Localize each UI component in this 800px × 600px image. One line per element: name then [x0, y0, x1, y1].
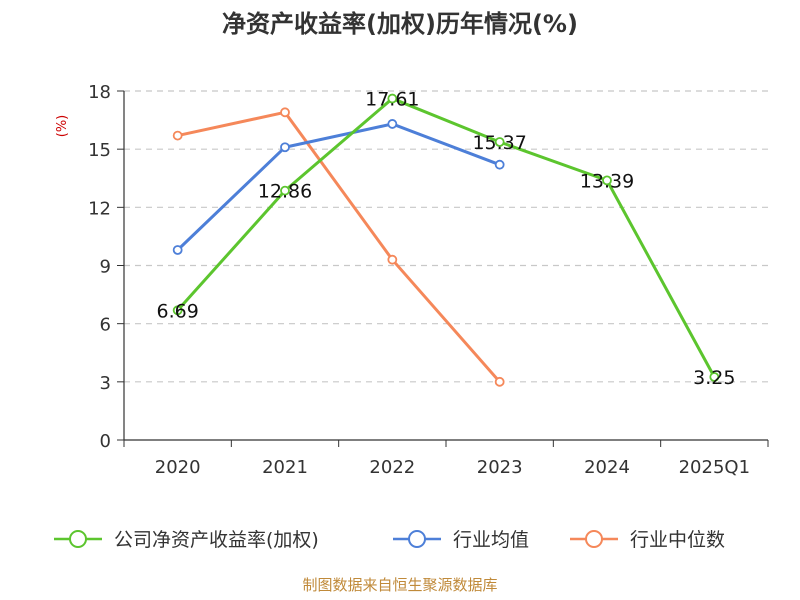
y-tick-label: 15: [88, 140, 111, 161]
series-line: [176, 122, 501, 252]
legend-label: 行业中位数: [630, 529, 725, 551]
x-tick-label: 2021: [262, 457, 308, 478]
data-point[interactable]: [494, 137, 505, 147]
data-point[interactable]: [280, 142, 290, 153]
data-point[interactable]: [387, 93, 398, 104]
data-labels: 6.69 12.86 17.61 15.37 13.39 3.25: [157, 89, 736, 389]
data-point[interactable]: [494, 159, 505, 170]
x-tick-label: 2022: [369, 457, 415, 478]
source-note: 制图数据来自恒生聚源数据库: [302, 576, 497, 594]
data-point[interactable]: [172, 130, 183, 141]
legend-marker: [69, 530, 87, 548]
y-tick-label: 9: [100, 257, 111, 278]
y-tick-label: 12: [88, 198, 111, 219]
x-tick-label: 2023: [477, 457, 523, 478]
data-point[interactable]: [172, 245, 183, 255]
x-tick-label: 2024: [584, 457, 630, 478]
y-axis-label: (%): [55, 115, 70, 138]
data-point[interactable]: [602, 175, 612, 186]
data-label: 3.25: [693, 367, 735, 389]
gridlines: [124, 90, 768, 383]
y-tick-label: 0: [100, 431, 111, 452]
x-tick-label: 2025Q1: [679, 457, 750, 478]
legend-item[interactable]: 公司净资产收益率(加权): [54, 529, 319, 551]
data-point[interactable]: [709, 372, 720, 382]
data-label: 6.69: [157, 300, 199, 322]
legend-item[interactable]: 行业中位数: [570, 529, 725, 551]
legend[interactable]: 公司净资产收益率(加权) 行业均值 行业中位数: [54, 529, 725, 551]
data-point[interactable]: [280, 185, 290, 196]
data-point[interactable]: [494, 376, 505, 387]
data-label: 17.61: [365, 89, 419, 111]
y-tick-label: 3: [100, 373, 111, 394]
data-point[interactable]: [387, 119, 398, 129]
chart-title: 净资产收益率(加权)历年情况(%): [222, 10, 578, 38]
data-label: 15.37: [472, 132, 526, 154]
data-point[interactable]: [280, 107, 290, 118]
x-tick-label: 2020: [155, 457, 201, 478]
series-line: [177, 110, 501, 383]
y-tick-label: 6: [100, 315, 111, 336]
legend-label: 公司净资产收益率(加权): [114, 529, 319, 551]
legend-item[interactable]: 行业均值: [393, 529, 529, 551]
legend-marker: [585, 530, 603, 548]
y-tick-label: 18: [88, 82, 111, 103]
axes: 0 3 6 9 12 15 18 2020 2021 2022 2023 2024 2025Q1: [88, 82, 769, 478]
data-point[interactable]: [172, 305, 183, 316]
legend-label: 行业均值: [453, 529, 529, 551]
legend-marker: [408, 530, 426, 548]
series-lines: [172, 93, 720, 387]
data-point[interactable]: [387, 254, 398, 265]
series-line: [176, 97, 716, 378]
data-label: 12.86: [258, 181, 312, 203]
data-label: 13.39: [580, 170, 634, 192]
